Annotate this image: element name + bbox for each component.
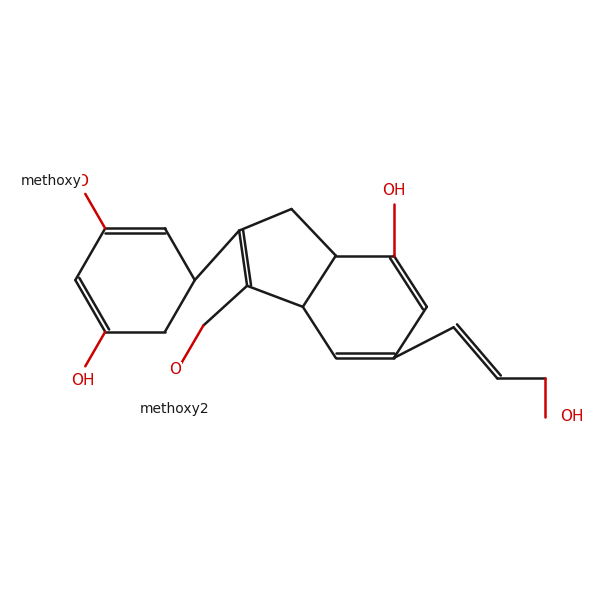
Text: methoxy: methoxy (21, 175, 82, 188)
Text: methoxy2: methoxy2 (140, 401, 209, 416)
Text: O: O (169, 362, 181, 377)
Text: OH: OH (560, 409, 584, 424)
Text: OH: OH (382, 183, 406, 198)
Text: O: O (76, 174, 88, 189)
Text: OH: OH (71, 373, 94, 388)
